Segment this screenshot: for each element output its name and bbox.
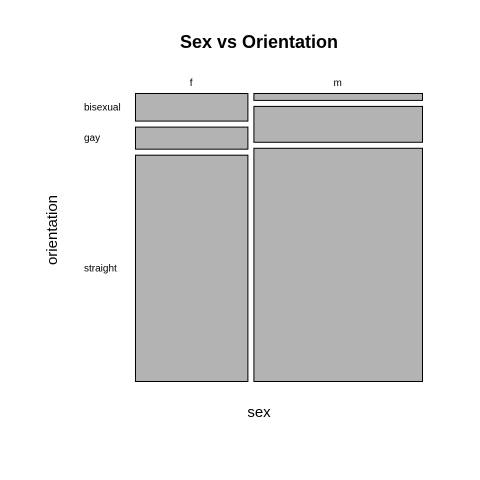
chart-title: Sex vs Orientation: [180, 32, 338, 52]
x-axis-label: sex: [247, 404, 271, 421]
tile-m-straight: [253, 147, 423, 382]
y-tick-labels: bisexual gay straight: [84, 102, 121, 274]
y-axis-label: orientation: [44, 195, 61, 265]
x-tick-m: m: [334, 78, 342, 89]
y-tick-straight: straight: [84, 263, 117, 274]
tile-f-gay: [135, 126, 249, 150]
tile-m-gay: [253, 105, 423, 143]
mosaic-tiles: [135, 93, 423, 382]
y-tick-bisexual: bisexual: [84, 102, 121, 113]
tile-f-bisexual: [135, 93, 249, 122]
tile-m-bisexual: [253, 93, 423, 101]
x-tick-f: f: [190, 78, 193, 89]
y-tick-gay: gay: [84, 133, 100, 144]
tile-f-straight: [135, 154, 249, 382]
